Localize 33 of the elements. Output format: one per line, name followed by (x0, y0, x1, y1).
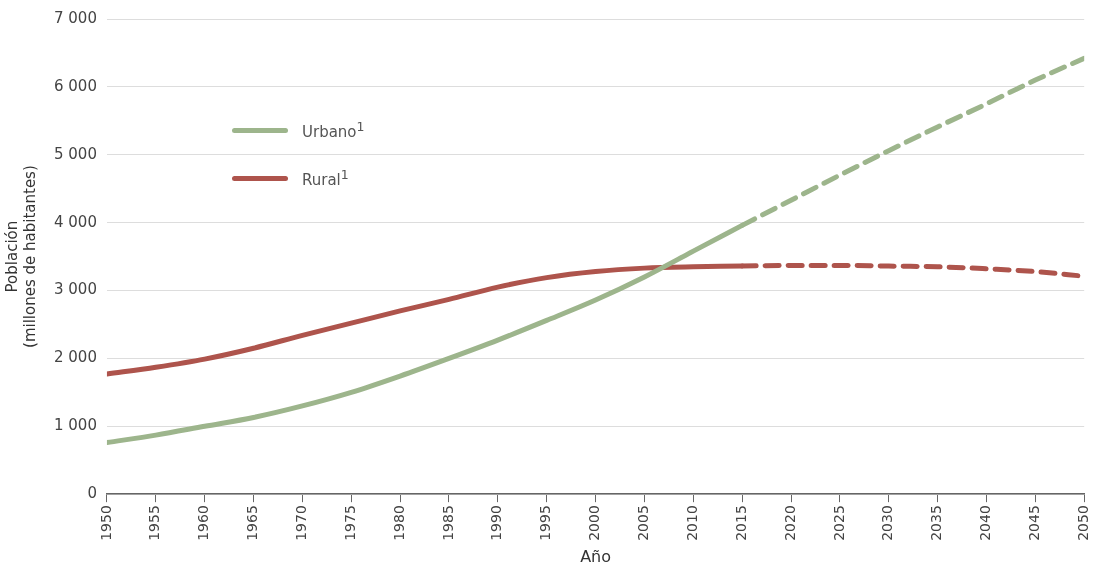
x-tick-label: 2015 (732, 505, 749, 541)
x-tick-label: 2050 (1074, 505, 1091, 541)
x-tick-label: 1950 (97, 505, 114, 541)
x-tick-label: 1975 (341, 505, 358, 541)
x-tick-label: 2005 (635, 505, 652, 541)
y-tick-label: 1 000 (53, 416, 97, 435)
x-tick-label: 2040 (977, 505, 994, 541)
legend-label: Urbano$^{1}$ (302, 119, 365, 141)
legend-label: Rural$^{1}$ (302, 167, 349, 189)
x-tick-label: 2030 (879, 505, 896, 541)
x-tick-label: 1985 (439, 505, 456, 541)
x-tick-label: 2035 (928, 505, 945, 541)
x-tick-label: 1980 (390, 505, 407, 541)
x-tick-label: 1955 (146, 505, 163, 541)
y-axis-title: Población (millones de habitantes) (2, 165, 39, 348)
y-tick-label: 2 000 (53, 348, 97, 367)
x-tick-label: 1970 (293, 505, 310, 541)
x-tick-label: 1995 (537, 505, 554, 541)
x-tick-label: 1990 (488, 505, 505, 541)
y-tick-label: 5 000 (53, 144, 97, 163)
x-tick-label: 2025 (830, 505, 847, 541)
y-tick-label: 4 000 (53, 212, 97, 231)
y-tick-label: 6 000 (53, 76, 97, 95)
y-tick-label: 7 000 (53, 8, 97, 27)
x-tick-label: 2045 (1025, 505, 1042, 541)
x-axis-title: Año (580, 546, 612, 566)
x-tick-label: 2010 (683, 505, 700, 541)
y-tick-label: 0 (87, 484, 97, 503)
x-tick-label: 2000 (586, 505, 603, 541)
x-tick-label: 1965 (244, 505, 261, 541)
x-tick-label: 1960 (195, 505, 212, 541)
y-tick-label: 3 000 (53, 280, 97, 299)
x-tick-label: 2020 (781, 505, 798, 541)
